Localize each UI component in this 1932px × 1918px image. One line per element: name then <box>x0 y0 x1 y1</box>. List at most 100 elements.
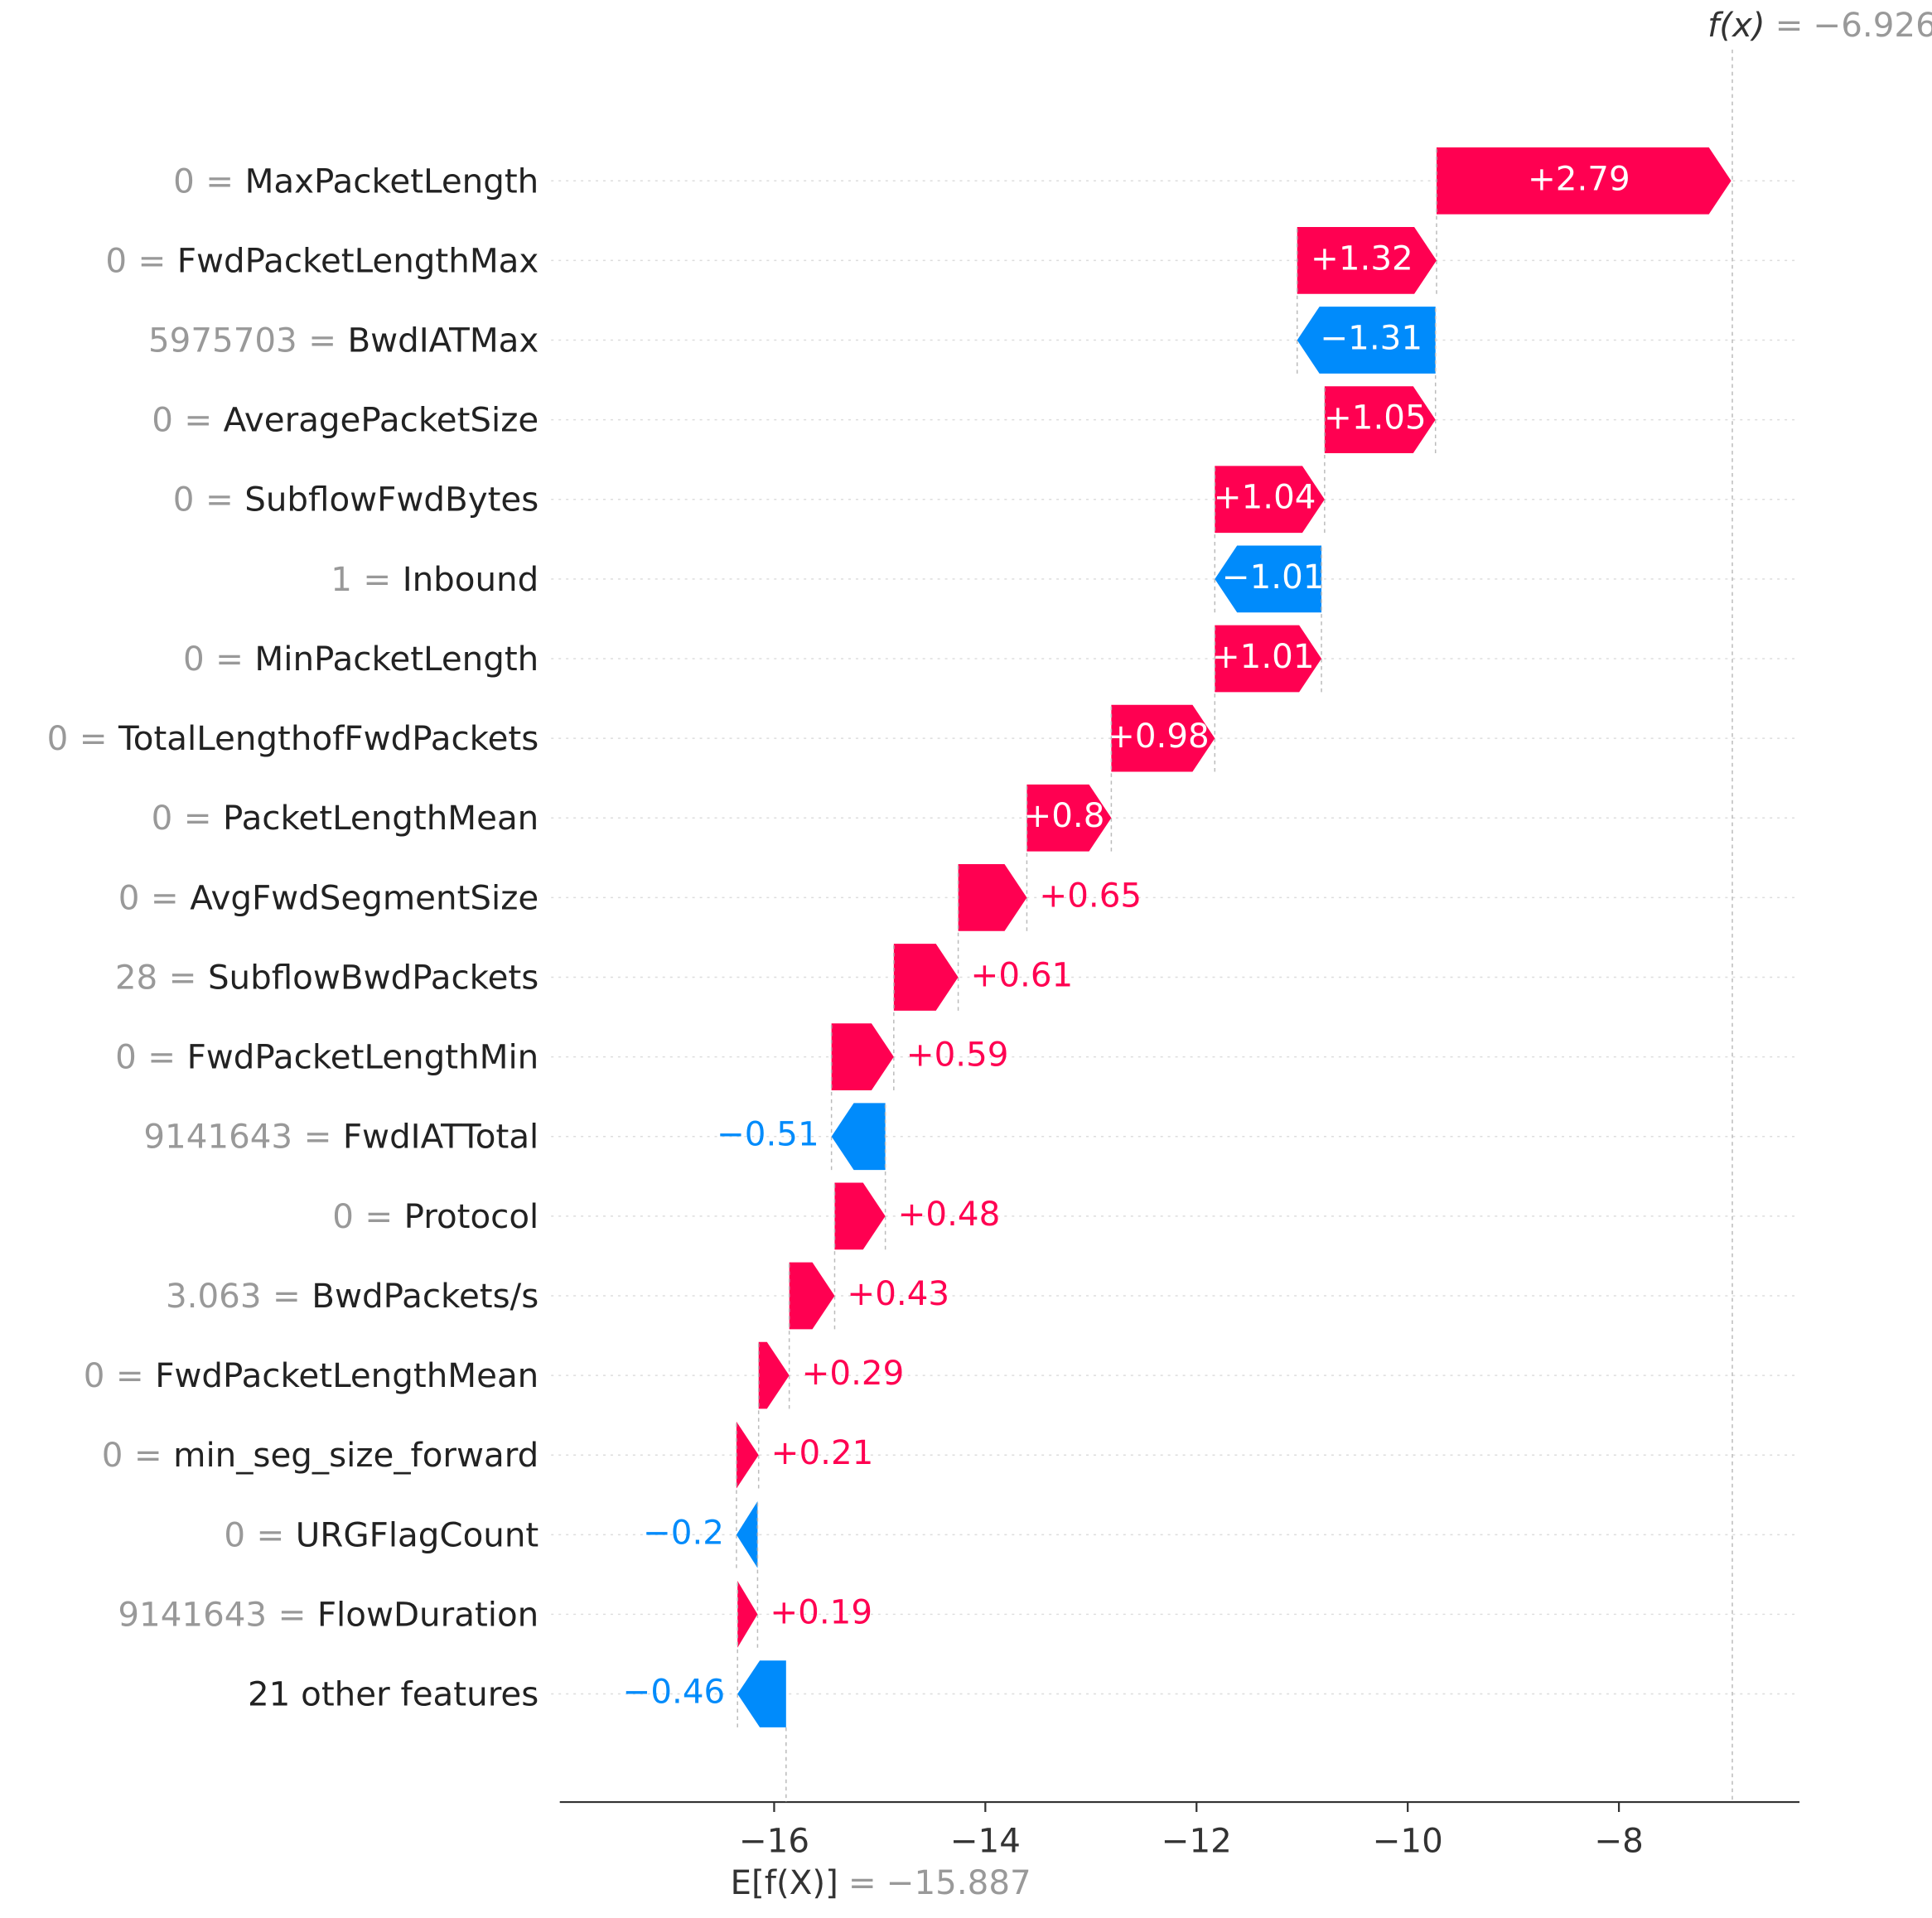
feature-value: 0 <box>224 1515 245 1554</box>
separator: = <box>184 401 212 440</box>
bar <box>737 1660 786 1727</box>
bar <box>834 1182 886 1250</box>
feature-name: FwdPacketLengthMin <box>187 1038 539 1077</box>
feature-label: 3.063 = BwdPackets/s <box>166 1277 539 1316</box>
bar <box>1111 704 1215 772</box>
feature-name: BwdIATMax <box>347 321 539 360</box>
output-name: f(x) <box>1707 6 1765 45</box>
output-value: −6.926 <box>1813 6 1932 45</box>
x-tick-label: −10 <box>1373 1821 1443 1860</box>
feature-name: SubflowFwdBytes <box>244 481 539 519</box>
value-label: +0.19 <box>770 1592 872 1631</box>
value-label: +1.01 <box>1212 637 1315 676</box>
separator: = <box>184 799 212 838</box>
feature-value: 0 <box>115 1038 137 1077</box>
feature-name: FwdIATTotal <box>343 1118 539 1157</box>
bar <box>1297 227 1437 294</box>
feature-name: URGFlagCount <box>296 1515 539 1554</box>
feature-name: FwdPacketLengthMean <box>155 1356 539 1395</box>
feature-label: 9141643 = FlowDuration <box>118 1595 539 1634</box>
value-label: +0.21 <box>771 1433 874 1472</box>
feature-value: 9141643 <box>118 1595 267 1634</box>
feature-value: 0 <box>152 799 173 838</box>
x-tick-label: −8 <box>1594 1821 1644 1860</box>
base-name: E[f(X)] <box>731 1863 838 1902</box>
value-label: +2.79 <box>1528 159 1630 198</box>
separator: = <box>80 719 108 758</box>
bar <box>831 1023 894 1090</box>
feature-name: SubflowBwdPackets <box>208 958 539 997</box>
bar <box>1297 307 1436 374</box>
bar <box>758 1341 790 1409</box>
bar <box>1215 466 1325 534</box>
bar <box>737 1581 758 1648</box>
feature-label: 28 = SubflowBwdPackets <box>115 958 539 997</box>
feature-name: AvgFwdSegmentSize <box>190 878 539 917</box>
value-label: +1.32 <box>1311 239 1413 278</box>
feature-value: 3.063 <box>166 1277 262 1316</box>
feature-value: 0 <box>118 878 140 917</box>
feature-name: PacketLengthMean <box>223 799 539 838</box>
feature-value: 1 <box>331 560 352 599</box>
separator: = <box>365 1197 393 1236</box>
feature-value: 0 <box>173 162 195 200</box>
value-label: +0.61 <box>971 955 1074 994</box>
feature-value: 0 <box>47 719 69 758</box>
feature-value: 5975703 <box>148 321 297 360</box>
feature-name: TotalLengthofFwdPackets <box>118 719 539 758</box>
feature-name: Inbound <box>403 560 539 599</box>
feature-label: 0 = FwdPacketLengthMax <box>105 241 539 280</box>
feature-value: 0 <box>84 1356 105 1395</box>
feature-label: 0 = FwdPacketLengthMean <box>84 1356 539 1395</box>
bar <box>831 1103 886 1171</box>
separator: = <box>169 958 197 997</box>
value-label: −0.46 <box>623 1673 726 1712</box>
value-label: +0.65 <box>1039 876 1142 915</box>
value-label: −1.01 <box>1222 558 1325 597</box>
value-label: +0.48 <box>898 1195 1001 1234</box>
value-label: +0.59 <box>906 1036 1009 1075</box>
feature-value: 0 <box>183 640 205 679</box>
feature-label: 0 = AveragePacketSize <box>152 401 539 440</box>
feature-name: BwdPackets/s <box>312 1277 539 1316</box>
feature-name: AveragePacketSize <box>224 401 539 440</box>
separator: = <box>147 1038 176 1077</box>
bar <box>736 1500 758 1568</box>
bar <box>1324 386 1436 453</box>
separator: = <box>151 878 179 917</box>
feature-label: 21 other features <box>248 1675 539 1714</box>
bar <box>789 1262 835 1330</box>
separator: = <box>138 241 166 280</box>
separator: = <box>256 1515 284 1554</box>
value-label: +0.29 <box>802 1354 905 1393</box>
value-label: +0.43 <box>847 1274 949 1313</box>
feature-value: 0 <box>332 1197 354 1236</box>
output-label: f(x) = −6.926 <box>1707 6 1932 45</box>
value-label: +1.04 <box>1214 478 1316 517</box>
x-tick-label: −12 <box>1162 1821 1232 1860</box>
value-label: −0.51 <box>717 1115 819 1154</box>
value-label: −1.31 <box>1320 319 1422 358</box>
feature-name: FwdPacketLengthMax <box>177 241 539 280</box>
feature-name: min_seg_size_forward <box>173 1436 539 1475</box>
separator: = <box>278 1595 307 1634</box>
feature-label: 0 = min_seg_size_forward <box>102 1436 539 1475</box>
separator: = <box>273 1277 301 1316</box>
separator: = <box>1775 6 1804 45</box>
value-label: −0.2 <box>643 1513 724 1552</box>
feature-name: Protocol <box>404 1197 539 1236</box>
bar <box>736 1421 759 1489</box>
value-label: +0.98 <box>1107 717 1210 756</box>
feature-label: 9141643 = FwdIATTotal <box>143 1118 539 1157</box>
base-value: −15.887 <box>886 1863 1031 1902</box>
feature-value: 0 <box>102 1436 123 1475</box>
feature-label: 5975703 = BwdIATMax <box>148 321 539 360</box>
feature-value: 0 <box>105 241 127 280</box>
separator: = <box>134 1436 162 1475</box>
feature-label: 0 = TotalLengthofFwdPackets <box>47 719 539 758</box>
feature-label: 0 = PacketLengthMean <box>152 799 539 838</box>
separator: = <box>205 481 234 519</box>
feature-label: 0 = FwdPacketLengthMin <box>115 1038 539 1077</box>
separator: = <box>205 162 234 200</box>
